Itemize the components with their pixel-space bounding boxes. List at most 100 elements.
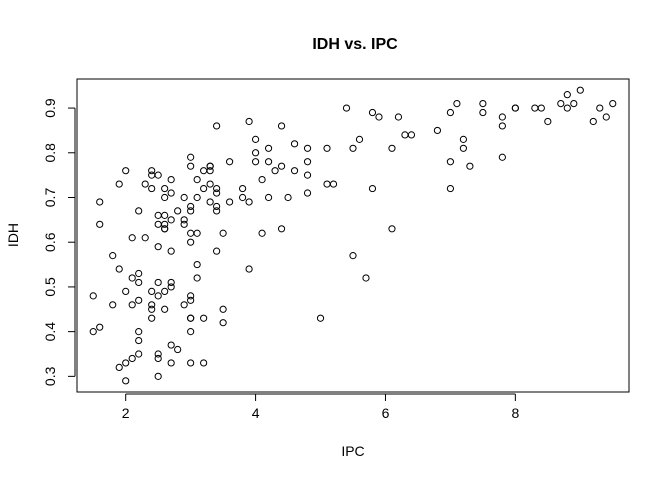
y-tick-label: 0.3 — [42, 366, 58, 386]
data-point — [479, 99, 487, 108]
data-point — [167, 176, 175, 184]
data-point — [122, 287, 130, 295]
data-point — [349, 252, 357, 260]
data-point — [537, 104, 545, 112]
data-point — [264, 193, 273, 202]
data-point — [187, 328, 195, 336]
data-point — [277, 225, 286, 233]
data-point — [180, 301, 188, 309]
data-point — [154, 211, 162, 219]
data-point — [245, 198, 253, 206]
data-point — [154, 292, 162, 300]
data-point — [407, 131, 416, 139]
data-point — [258, 229, 266, 237]
data-point — [187, 238, 195, 246]
data-point — [174, 345, 182, 354]
data-point — [342, 104, 351, 112]
data-point — [589, 117, 597, 126]
data-point — [466, 162, 474, 170]
data-point — [303, 158, 312, 166]
data-point — [277, 122, 286, 130]
data-point — [167, 278, 175, 287]
data-point — [187, 207, 195, 215]
data-point — [167, 341, 175, 349]
data-point — [433, 126, 442, 135]
y-tick-label: 0.9 — [42, 98, 58, 118]
data-point — [213, 207, 221, 215]
data-point — [596, 104, 604, 112]
data-point — [446, 158, 455, 166]
data-points — [89, 86, 617, 385]
data-point — [219, 229, 227, 237]
data-point — [148, 301, 156, 309]
data-point — [154, 171, 162, 179]
data-point — [161, 305, 169, 313]
data-point — [122, 377, 130, 385]
data-point — [128, 274, 136, 282]
data-point — [174, 207, 182, 215]
data-point — [239, 193, 247, 202]
data-point — [245, 117, 253, 126]
data-point — [206, 162, 214, 170]
data-point — [128, 354, 136, 363]
data-point — [375, 113, 383, 121]
data-point — [122, 359, 130, 367]
data-point — [251, 158, 260, 166]
data-point — [96, 323, 104, 331]
data-point — [258, 176, 266, 184]
data-point — [193, 229, 201, 237]
data-point — [479, 108, 487, 117]
data-point — [323, 180, 331, 188]
data-point — [193, 193, 201, 202]
data-point — [563, 104, 571, 112]
data-point — [355, 135, 364, 143]
data-point — [154, 372, 162, 380]
plot-area-frame — [76, 78, 630, 393]
data-point — [329, 180, 338, 188]
chart-title: IDH vs. IPC — [312, 36, 398, 53]
data-point — [401, 131, 409, 139]
data-point — [498, 153, 506, 161]
x-tick-label: 4 — [252, 405, 260, 421]
data-point — [141, 234, 149, 242]
data-point — [187, 292, 195, 300]
data-point — [446, 108, 455, 117]
y-tick-label: 0.8 — [42, 143, 58, 163]
data-point — [226, 158, 234, 166]
data-point — [213, 184, 221, 193]
data-point — [161, 287, 169, 295]
data-point — [167, 247, 175, 255]
y-tick-label: 0.7 — [42, 188, 58, 208]
data-point — [453, 99, 461, 108]
data-point — [368, 184, 377, 193]
x-tick-label: 2 — [122, 405, 130, 421]
data-point — [388, 225, 396, 233]
data-point — [122, 167, 130, 175]
data-point — [290, 167, 299, 175]
x-tick-label: 6 — [382, 405, 390, 421]
data-point — [193, 260, 201, 269]
data-point — [394, 113, 403, 121]
data-point — [109, 252, 117, 260]
data-point — [511, 104, 519, 112]
data-point — [602, 113, 610, 121]
data-point — [167, 359, 175, 367]
data-point — [362, 274, 370, 282]
data-point — [154, 354, 162, 363]
data-point — [219, 305, 227, 313]
data-point — [154, 278, 162, 287]
data-point — [459, 144, 467, 152]
data-point — [148, 171, 156, 179]
data-point — [277, 162, 286, 170]
data-point — [115, 265, 123, 273]
data-point — [167, 216, 175, 224]
data-point — [128, 301, 136, 309]
data-point — [167, 189, 175, 197]
data-point — [213, 189, 221, 197]
data-point — [264, 144, 273, 152]
x-tick-label: 8 — [511, 405, 519, 421]
data-point — [161, 193, 169, 202]
data-point — [557, 99, 565, 108]
data-point — [154, 243, 162, 251]
